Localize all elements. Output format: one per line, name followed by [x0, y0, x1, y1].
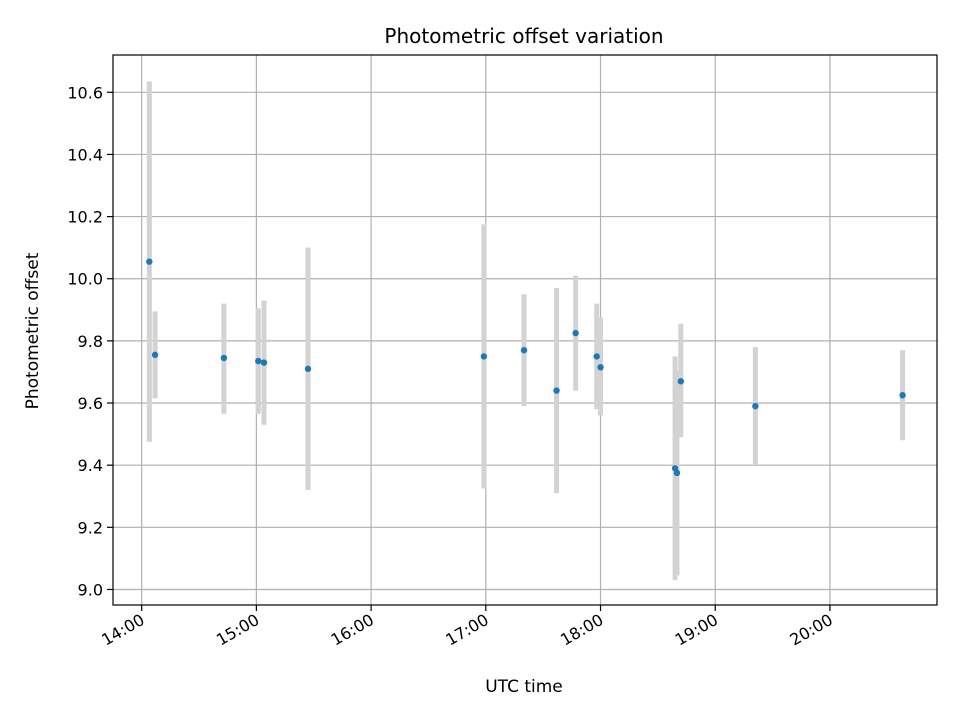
chart-title: Photometric offset variation	[384, 24, 663, 48]
data-point	[146, 258, 153, 265]
data-point	[752, 402, 759, 410]
data-point	[673, 469, 681, 477]
data-point	[593, 353, 600, 360]
y-tick-label: 10.6	[67, 83, 103, 102]
data-point	[572, 329, 579, 337]
data-point	[304, 365, 312, 373]
data-point	[151, 351, 159, 359]
data-point	[677, 378, 685, 385]
data-point	[480, 353, 488, 360]
data-point	[553, 387, 560, 394]
data-point	[597, 364, 604, 371]
y-tick-label: 10.2	[67, 208, 103, 227]
y-tick-label: 9.6	[78, 394, 103, 413]
data-point	[220, 354, 228, 362]
y-tick-label: 10.0	[67, 270, 103, 289]
plot-area	[112, 54, 938, 606]
y-tick-label: 9.8	[78, 332, 103, 351]
y-tick-label: 9.4	[78, 456, 103, 475]
data-point	[255, 357, 262, 365]
y-tick-label: 9.2	[78, 518, 103, 537]
data-point	[899, 392, 906, 399]
y-axis-title: Photometric offset	[23, 252, 43, 409]
data-point	[260, 359, 268, 366]
data-points	[146, 258, 906, 477]
x-axis-title: UTC time	[485, 677, 563, 697]
y-tick-label: 10.4	[67, 145, 103, 164]
data-point	[520, 346, 528, 354]
y-tick-label: 9.0	[78, 580, 103, 599]
y-axis-ticks: 9.0 9.2 9.4 9.6 9.8 10.0 10.2 10.4 10.6	[67, 83, 113, 599]
